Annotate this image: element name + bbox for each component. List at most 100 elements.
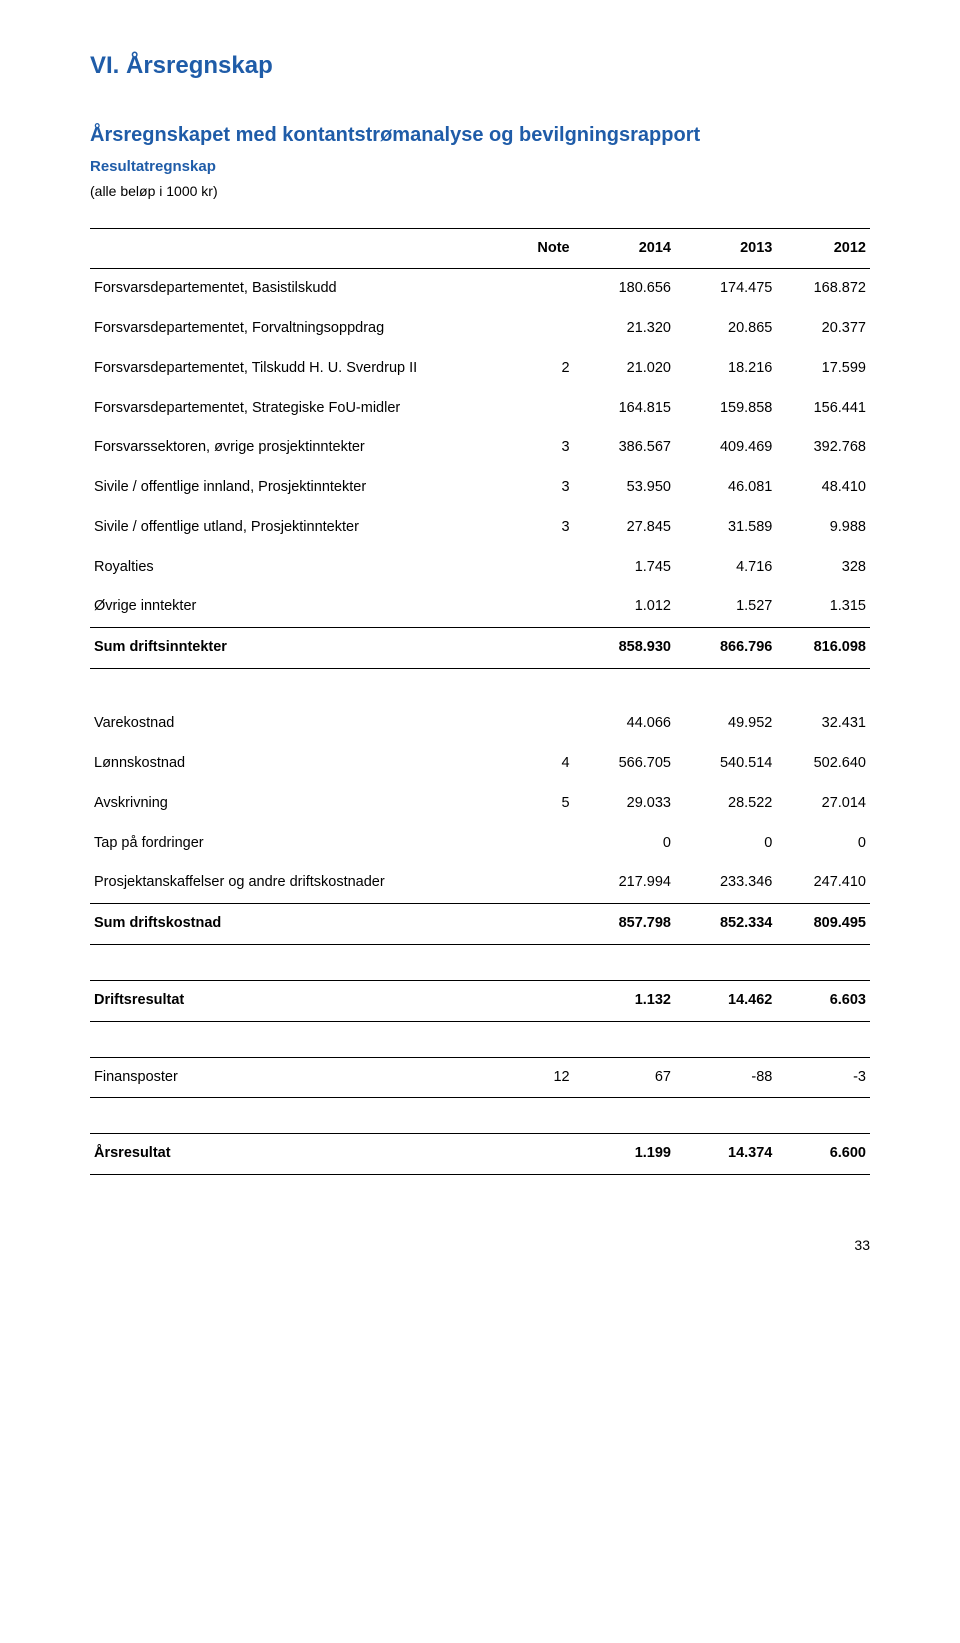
cell-value: 31.589 [675, 508, 776, 548]
cell-label: Forsvarssektoren, øvrige prosjektinntekt… [90, 428, 511, 468]
table-row: Varekostnad 44.066 49.952 32.431 [90, 704, 870, 744]
cell-value: 29.033 [574, 784, 675, 824]
cell-note: 2 [511, 349, 573, 389]
cell-value: 156.441 [776, 389, 870, 429]
cell-note [511, 704, 573, 744]
annual-result-row: Årsresultat 1.199 14.374 6.600 [90, 1134, 870, 1175]
cell-value: 1.745 [574, 548, 675, 588]
sum-row-cost: Sum driftskostnad 857.798 852.334 809.49… [90, 904, 870, 945]
table-row: Avskrivning 5 29.033 28.522 27.014 [90, 784, 870, 824]
table-row: Royalties 1.745 4.716 328 [90, 548, 870, 588]
table-row: Lønnskostnad 4 566.705 540.514 502.640 [90, 744, 870, 784]
cell-note [511, 863, 573, 903]
cell-value: 816.098 [776, 628, 870, 669]
cell-label: Forsvarsdepartementet, Strategiske FoU-m… [90, 389, 511, 429]
cell-label: Øvrige inntekter [90, 587, 511, 627]
cell-value: 4.716 [675, 548, 776, 588]
cell-value: -3 [776, 1057, 870, 1098]
cell-value: 18.216 [675, 349, 776, 389]
cell-value: 502.640 [776, 744, 870, 784]
header-y3: 2012 [776, 228, 870, 269]
table-row: Forsvarsdepartementet, Tilskudd H. U. Sv… [90, 349, 870, 389]
table-row: Øvrige inntekter 1.012 1.527 1.315 [90, 587, 870, 627]
cell-label: Driftsresultat [90, 980, 511, 1021]
cell-value: 0 [776, 824, 870, 864]
cell-value: 21.320 [574, 309, 675, 349]
cell-value: 17.599 [776, 349, 870, 389]
cell-value: 180.656 [574, 269, 675, 309]
table-row: Forsvarsdepartementet, Strategiske FoU-m… [90, 389, 870, 429]
cell-note [511, 1134, 573, 1175]
cell-label: Sum driftsinntekter [90, 628, 511, 669]
table-row: Sivile / offentlige utland, Prosjektinnt… [90, 508, 870, 548]
cell-label: Avskrivning [90, 784, 511, 824]
cell-value: 28.522 [675, 784, 776, 824]
cell-value: 27.014 [776, 784, 870, 824]
row-gap [90, 1021, 870, 1057]
cell-label: Forsvarsdepartementet, Tilskudd H. U. Sv… [90, 349, 511, 389]
cell-value: 233.346 [675, 863, 776, 903]
header-y1: 2014 [574, 228, 675, 269]
cell-label: Lønnskostnad [90, 744, 511, 784]
cell-value: 49.952 [675, 704, 776, 744]
cell-label: Sivile / offentlige innland, Prosjektinn… [90, 468, 511, 508]
cell-note [511, 980, 573, 1021]
cell-value: 44.066 [574, 704, 675, 744]
cell-note: 3 [511, 508, 573, 548]
table-row: Forsvarsdepartementet, Basistilskudd 180… [90, 269, 870, 309]
header-blank [90, 228, 511, 269]
cell-note: 12 [511, 1057, 573, 1098]
row-gap [90, 944, 870, 980]
cell-value: 1.527 [675, 587, 776, 627]
cell-value: 159.858 [675, 389, 776, 429]
table-row: Forsvarssektoren, øvrige prosjektinntekt… [90, 428, 870, 468]
section-title: Årsregnskapet med kontantstrømanalyse og… [90, 120, 870, 150]
cell-label: Forsvarsdepartementet, Basistilskudd [90, 269, 511, 309]
cell-note [511, 824, 573, 864]
cell-value: 540.514 [675, 744, 776, 784]
cell-value: 0 [574, 824, 675, 864]
row-gap [90, 668, 870, 704]
cell-value: 164.815 [574, 389, 675, 429]
header-note: Note [511, 228, 573, 269]
cell-value: 67 [574, 1057, 675, 1098]
page-number: 33 [90, 1235, 870, 1256]
cell-label: Sivile / offentlige utland, Prosjektinnt… [90, 508, 511, 548]
cell-note: 3 [511, 468, 573, 508]
cell-value: 14.462 [675, 980, 776, 1021]
cell-value: 1.132 [574, 980, 675, 1021]
cell-value: 174.475 [675, 269, 776, 309]
cell-value: 809.495 [776, 904, 870, 945]
cell-value: 566.705 [574, 744, 675, 784]
cell-note [511, 548, 573, 588]
cell-label: Årsresultat [90, 1134, 511, 1175]
cell-label: Finansposter [90, 1057, 511, 1098]
operating-result-row: Driftsresultat 1.132 14.462 6.603 [90, 980, 870, 1021]
cell-value: 20.377 [776, 309, 870, 349]
cell-value: 1.012 [574, 587, 675, 627]
cell-note: 3 [511, 428, 573, 468]
cell-label: Royalties [90, 548, 511, 588]
cell-note: 5 [511, 784, 573, 824]
cell-value: 852.334 [675, 904, 776, 945]
table-row: Forsvarsdepartementet, Forvaltningsoppdr… [90, 309, 870, 349]
subsection-title: Resultatregnskap [90, 156, 870, 179]
cell-note [511, 269, 573, 309]
cell-label: Forsvarsdepartementet, Forvaltningsoppdr… [90, 309, 511, 349]
cell-note [511, 309, 573, 349]
table-row: Prosjektanskaffelser og andre driftskost… [90, 863, 870, 903]
cell-value: 53.950 [574, 468, 675, 508]
sum-row-revenue: Sum driftsinntekter 858.930 866.796 816.… [90, 628, 870, 669]
cell-value: 858.930 [574, 628, 675, 669]
cell-value: 0 [675, 824, 776, 864]
cell-label: Varekostnad [90, 704, 511, 744]
cell-label: Sum driftskostnad [90, 904, 511, 945]
cell-value: 386.567 [574, 428, 675, 468]
cell-value: -88 [675, 1057, 776, 1098]
cell-note [511, 904, 573, 945]
table-row: Sivile / offentlige innland, Prosjektinn… [90, 468, 870, 508]
cell-note: 4 [511, 744, 573, 784]
cell-value: 1.199 [574, 1134, 675, 1175]
cell-value: 32.431 [776, 704, 870, 744]
cell-value: 168.872 [776, 269, 870, 309]
